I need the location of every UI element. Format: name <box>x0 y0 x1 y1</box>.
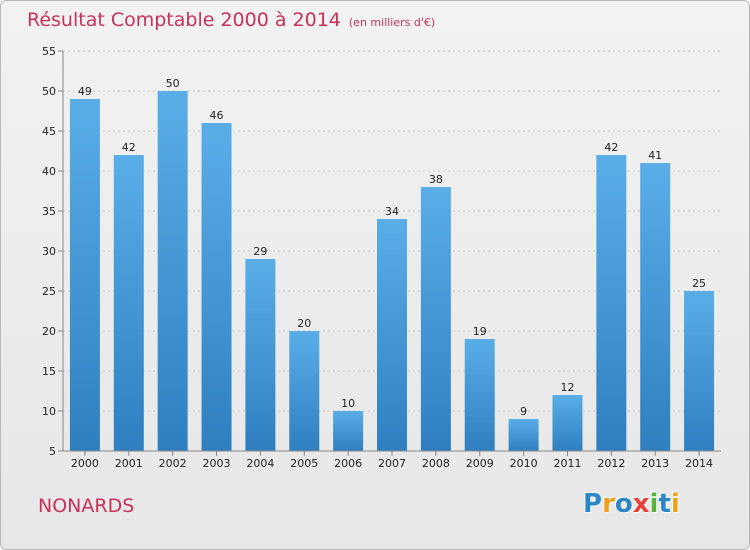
y-tick-label: 40 <box>42 165 56 178</box>
bar <box>289 331 320 451</box>
data-label: 41 <box>648 149 662 162</box>
y-tick-label: 45 <box>42 125 56 138</box>
x-tick-label: 2013 <box>641 457 669 470</box>
data-label: 12 <box>560 381 574 394</box>
logo-letter: r <box>602 489 615 519</box>
data-label: 42 <box>604 141 618 154</box>
x-tick-label: 2003 <box>203 457 231 470</box>
chart-subtitle: (en milliers d'€) <box>348 16 436 29</box>
y-tick-label: 20 <box>42 325 56 338</box>
bar <box>377 219 407 451</box>
y-tick-label: 15 <box>42 365 56 378</box>
chart-title: Résultat Comptable 2000 à 2014 (en millie… <box>27 9 435 31</box>
logo-letter: P <box>583 489 603 519</box>
commune-name: NONARDS <box>38 495 135 517</box>
bar <box>640 163 671 451</box>
y-tick-label: 10 <box>42 405 56 418</box>
bar <box>201 123 232 451</box>
data-label: 9 <box>520 405 527 418</box>
data-label: 25 <box>692 277 706 290</box>
logo-letter: i <box>649 489 659 519</box>
logo-letter: x <box>632 489 650 519</box>
y-tick-label: 35 <box>42 205 56 218</box>
bar <box>684 291 715 451</box>
proxiti-logo: Proxiti <box>583 489 680 519</box>
bar <box>552 395 583 451</box>
x-tick-label: 2005 <box>290 457 318 470</box>
logo-letter: t <box>658 489 671 519</box>
x-tick-label: 2014 <box>685 457 713 470</box>
data-label: 34 <box>385 205 399 218</box>
x-tick-label: 2010 <box>510 457 538 470</box>
y-tick-label: 30 <box>42 245 56 258</box>
bar <box>420 187 451 451</box>
x-tick-label: 2002 <box>159 457 187 470</box>
y-tick-label: 50 <box>42 85 56 98</box>
data-label: 49 <box>78 85 92 98</box>
bar <box>508 419 539 451</box>
chart-title-text: Résultat Comptable 2000 à 2014 <box>27 9 341 31</box>
y-tick-label: 25 <box>42 285 56 298</box>
x-tick-label: 2008 <box>422 457 450 470</box>
x-tick-label: 2012 <box>597 457 625 470</box>
bar <box>464 339 495 451</box>
x-tick-label: 2007 <box>378 457 406 470</box>
x-tick-label: 2000 <box>71 457 99 470</box>
x-tick-label: 2004 <box>246 457 274 470</box>
bar <box>69 99 100 451</box>
logo-letter: i <box>670 489 680 519</box>
x-tick-label: 2011 <box>553 457 581 470</box>
x-tick-label: 2001 <box>115 457 143 470</box>
bar <box>113 155 144 451</box>
logo-letter: o <box>614 489 633 519</box>
bar <box>245 259 276 451</box>
bar <box>596 155 627 451</box>
bar <box>333 411 364 451</box>
data-label: 29 <box>253 245 267 258</box>
x-tick-label: 2009 <box>466 457 494 470</box>
data-label: 10 <box>341 397 355 410</box>
y-tick-label: 5 <box>49 445 56 458</box>
x-tick-label: 2006 <box>334 457 362 470</box>
data-label: 46 <box>210 109 224 122</box>
data-label: 50 <box>166 77 180 90</box>
bar <box>157 91 188 451</box>
data-label: 38 <box>429 173 443 186</box>
data-label: 19 <box>473 325 487 338</box>
y-tick-label: 55 <box>42 45 56 58</box>
data-label: 20 <box>297 317 311 330</box>
data-label: 42 <box>122 141 136 154</box>
